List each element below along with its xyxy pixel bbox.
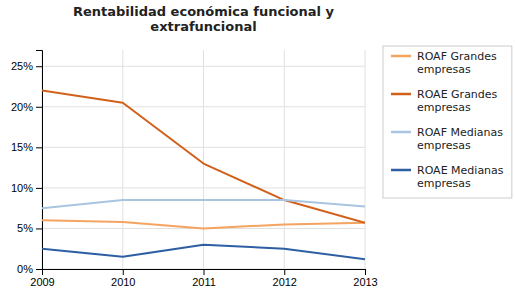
grid-line-x <box>203 50 204 269</box>
x-tick: 2013 <box>353 269 377 288</box>
y-tick-label: 10% <box>11 182 33 194</box>
x-tick-label: 2013 <box>353 276 377 288</box>
y-tick-label: 20% <box>11 101 33 113</box>
series-line <box>42 200 365 208</box>
y-tick-mark <box>36 66 42 67</box>
x-axis-line <box>43 270 366 276</box>
x-tick-label: 2011 <box>192 276 216 288</box>
x-tick-mark <box>365 269 366 275</box>
y-tick-mark <box>36 147 42 148</box>
legend-swatch <box>391 93 411 96</box>
grid-line-x <box>284 50 285 269</box>
x-tick-mark <box>204 269 205 275</box>
y-axis: 0% 5% 10% 15% 20% 25% <box>11 51 43 276</box>
legend-swatch <box>391 55 411 58</box>
y-tick-label: 0% <box>17 263 33 275</box>
x-tick-mark <box>123 269 124 275</box>
y-tick-label: 25% <box>11 60 33 72</box>
y-tick-mark <box>36 228 42 229</box>
x-tick: 2011 <box>192 269 216 288</box>
legend-label: ROAE Medianasempresas <box>417 164 504 190</box>
x-tick: 2009 <box>30 269 54 288</box>
y-tick: 10% <box>11 182 42 194</box>
y-axis-line <box>36 51 43 270</box>
y-tick: 25% <box>11 60 42 72</box>
x-tick: 2012 <box>273 269 297 288</box>
y-tick: 0% <box>17 263 42 275</box>
x-tick-mark <box>284 269 285 275</box>
legend-swatch <box>391 131 411 134</box>
chart: Rentabilidad económica funcional yextraf… <box>0 0 515 295</box>
legend-frame <box>383 46 512 198</box>
y-tick: 20% <box>11 101 42 113</box>
legend-label: ROAF Grandesempresas <box>417 50 497 76</box>
title: Rentabilidad económica funcional yextraf… <box>73 4 335 34</box>
y-tick-label: 5% <box>17 222 33 234</box>
legend-swatch <box>391 169 411 172</box>
x-tick-label: 2012 <box>273 276 297 288</box>
legend-label: ROAE Grandesempresas <box>417 88 498 114</box>
x-tick-label: 2010 <box>111 276 135 288</box>
legend-label: ROAF Medianasempresas <box>417 126 503 152</box>
series-line <box>42 220 365 228</box>
y-tick-mark <box>36 188 42 189</box>
x-tick-label: 2009 <box>30 276 54 288</box>
series-line <box>42 91 365 223</box>
y-tick-mark <box>36 269 42 270</box>
x-tick: 2010 <box>111 269 135 288</box>
legend: ROAF Grandesempresas ROAE Grandesempresas… <box>383 46 512 198</box>
lines <box>42 91 365 260</box>
y-tick: 15% <box>11 141 42 153</box>
x-axis: 2009 2010 2011 2012 2013 <box>30 269 377 288</box>
grid-line-x <box>365 50 366 269</box>
series-line <box>42 245 365 260</box>
plot: 2009 2010 2011 2012 2013 0% 5% 10% 15% 20% 25% <box>11 50 378 288</box>
y-tick: 5% <box>17 222 42 234</box>
grid <box>42 50 365 269</box>
y-tick-mark <box>36 107 42 108</box>
grid-line-x <box>122 50 123 269</box>
y-tick-label: 15% <box>11 141 33 153</box>
